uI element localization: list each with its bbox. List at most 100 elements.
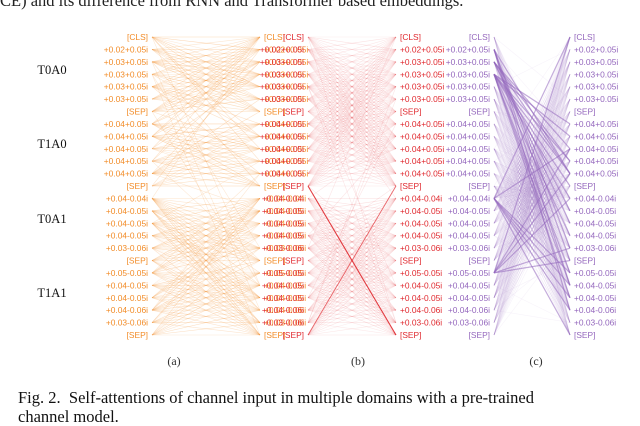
token-right: +0.03+0.05i (574, 69, 618, 79)
attention-link (493, 173, 571, 224)
preceding-text: CE) and its difference from RNN and Tran… (0, 0, 464, 10)
attention-link (307, 223, 397, 286)
attention-link (307, 272, 397, 286)
attention-link (493, 173, 571, 212)
caption-text-line2: channel model. (18, 407, 119, 426)
attention-link (493, 36, 571, 224)
attention-link (307, 210, 397, 336)
attention-link (307, 36, 397, 174)
attention-link (307, 123, 397, 162)
attention-link (307, 272, 397, 311)
attention-link (307, 235, 397, 274)
attention-link (307, 61, 397, 125)
attention-link (307, 61, 397, 137)
attention-link (493, 185, 571, 199)
attention-link (493, 36, 571, 100)
attention-link (493, 74, 571, 211)
attention-link (151, 36, 261, 87)
token-right: +0.04-0.05i (574, 206, 616, 216)
token-left: [SEP] (283, 107, 304, 117)
attention-link (151, 235, 261, 249)
attention-link (493, 185, 571, 298)
attention-link (151, 260, 261, 323)
attention-link (307, 61, 397, 162)
token-left: +0.04+0.05i (260, 169, 304, 179)
attention-link (151, 222, 261, 236)
attention-link (151, 285, 261, 336)
attention-link (151, 36, 261, 50)
token-right: +0.04+0.05i (574, 169, 618, 179)
attention-link (151, 173, 261, 212)
attention-link (493, 160, 571, 199)
attention-link (493, 160, 571, 274)
attention-link (151, 297, 261, 311)
attention-link (307, 198, 397, 224)
attention-link (493, 136, 571, 236)
token-left: [SEP] (127, 256, 148, 266)
attention-link (307, 36, 397, 187)
attention-link (307, 285, 397, 323)
attention-link (493, 259, 571, 274)
attention-link (307, 98, 397, 162)
attention-link (493, 36, 571, 211)
attention-link (151, 198, 261, 286)
attention-link (493, 123, 571, 311)
attention-link (493, 74, 571, 323)
attention-link (307, 123, 397, 174)
attention-link (307, 111, 397, 137)
attention-link (493, 173, 571, 336)
attention-link (307, 198, 397, 212)
attention-link (151, 61, 261, 75)
token-right: +0.04-0.05i (574, 218, 616, 228)
attention-link (493, 173, 571, 311)
attention-link (307, 61, 397, 162)
token-left: +0.04-0.05i (262, 206, 304, 216)
attention-link (307, 309, 397, 323)
attention-link (493, 61, 571, 298)
attention-link (151, 86, 261, 100)
token-right: [SEP] (574, 330, 595, 340)
panel-label: (a) (167, 354, 180, 368)
attention-link (307, 235, 397, 298)
attention-link (307, 222, 397, 236)
attention-link (151, 223, 261, 336)
token-right: [SEP] (400, 107, 421, 117)
attention-link (493, 49, 571, 336)
attention-link (307, 247, 397, 299)
attention-link (307, 123, 397, 162)
attention-link (307, 222, 397, 249)
attention-link (307, 136, 397, 174)
attention-link (493, 136, 571, 199)
attention-link (307, 86, 397, 323)
attention-link (307, 198, 397, 236)
attention-link (151, 260, 261, 274)
attention-link (151, 272, 261, 336)
attention-link (307, 309, 397, 336)
panel-label: (b) (351, 354, 365, 368)
attention-link (151, 198, 261, 224)
attention-link (493, 98, 571, 224)
attention-link (493, 49, 571, 323)
attention-link (307, 111, 397, 187)
attention-link (493, 136, 571, 261)
attention-link (307, 36, 397, 162)
attention-link (151, 61, 261, 75)
attention-link (493, 123, 571, 249)
attention-link (151, 198, 261, 261)
attention-link (307, 136, 397, 187)
attention-link (493, 148, 571, 286)
attention-link (307, 111, 397, 137)
attention-link (307, 148, 397, 162)
attention-link (151, 61, 261, 162)
attention-link (151, 235, 261, 311)
attention-link (151, 160, 261, 174)
attention-link (307, 61, 397, 149)
attention-link (307, 297, 397, 336)
attention-link (493, 98, 571, 199)
attention-link (493, 123, 571, 274)
attention-link (151, 235, 261, 336)
attention-link (307, 223, 397, 336)
attention-link (307, 198, 397, 236)
attention-link (493, 61, 571, 274)
attention-link (151, 123, 261, 137)
